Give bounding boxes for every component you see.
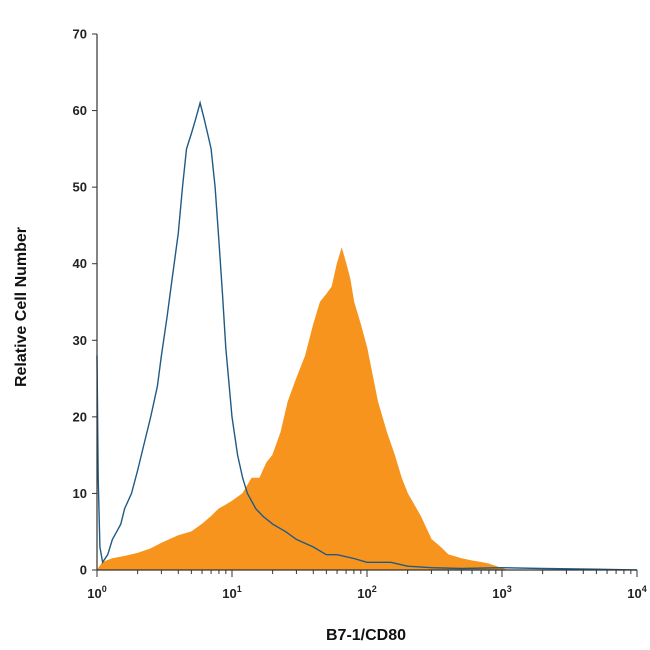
- y-tick-label: 0: [80, 563, 87, 578]
- y-ticks: 0 10 20 30 40 50 60 70: [73, 27, 97, 578]
- y-tick-label: 60: [73, 103, 87, 118]
- outline-histogram-series: [96, 100, 638, 571]
- y-tick-label: 70: [73, 27, 87, 42]
- x-tick-label: 100: [87, 584, 106, 601]
- y-tick-label: 30: [73, 333, 87, 348]
- x-axis-title: B7-1/CD80: [326, 627, 406, 644]
- x-ticks: 100 101 102 103 104: [87, 570, 647, 601]
- y-tick-label: 50: [73, 180, 87, 195]
- x-tick-label: 102: [357, 584, 376, 601]
- y-tick-label: 20: [73, 409, 87, 424]
- x-tick-label: 101: [222, 584, 241, 601]
- y-tick-label: 40: [73, 256, 87, 271]
- plot-series: [96, 100, 638, 571]
- y-tick-label: 10: [73, 486, 87, 501]
- y-axis-title: Relative Cell Number: [13, 227, 30, 387]
- x-tick-label: 103: [492, 584, 511, 601]
- x-tick-label: 104: [627, 584, 646, 601]
- filled-histogram-series: [96, 247, 508, 571]
